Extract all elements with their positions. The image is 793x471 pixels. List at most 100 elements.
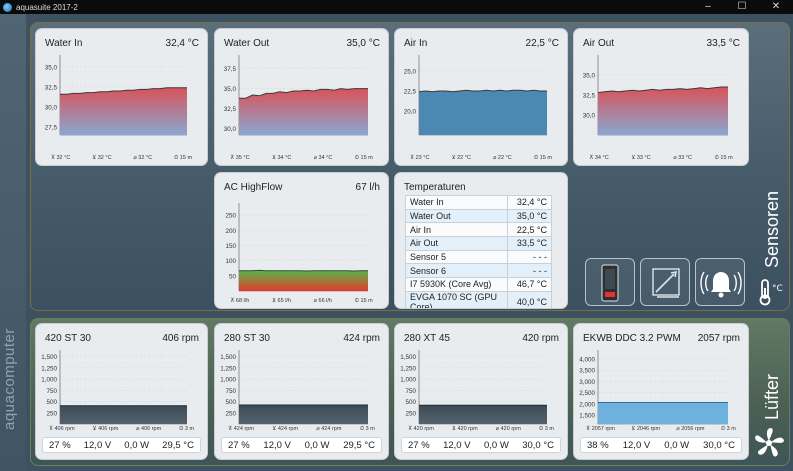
stat-avg: ⌀ 22 °C — [493, 155, 512, 161]
cooler-button[interactable] — [585, 258, 635, 306]
sensor-stats: ⊼ 23 °C ⊻ 22 °C ⌀ 22 °C ⏲ 15 m — [399, 155, 563, 163]
stat-range: ⏲ 15 m — [354, 155, 373, 161]
stat-max: ⊼ 420 rpm — [408, 426, 434, 432]
temperature-row: Water Out 35,0 °C — [405, 208, 552, 224]
temperature-value: 35,0 °C — [507, 208, 552, 224]
series-line — [418, 89, 547, 93]
y-tick-label: 1,250 — [400, 365, 416, 372]
fan-voltage: 12,0 V — [622, 439, 651, 451]
temperature-row: Air In 22,5 °C — [405, 222, 552, 238]
sensor-chart: 25,0 22,5 20,0 — [395, 55, 567, 139]
fan-voltage: 12,0 V — [83, 439, 112, 451]
series-line — [239, 88, 368, 99]
y-tick-label: 100 — [225, 258, 236, 265]
stat-range: ⏲ 3 m — [179, 426, 195, 432]
fan-panel-420-st-30[interactable]: 420 ST 30 406 rpm 1,500 1,250 1,000 750 500 25… — [35, 323, 208, 460]
stat-min: ⊻ 65 l/h — [272, 298, 292, 304]
fan-voltage: 12,0 V — [263, 439, 291, 451]
stat-avg: ⌀ 33 °C — [673, 155, 692, 161]
fan-rpm: 406 rpm — [162, 333, 199, 344]
fan-name: 280 ST 30 — [224, 333, 270, 344]
fan-name: 280 XT 45 — [404, 333, 450, 344]
fan-power-percent: 27 % — [408, 439, 430, 451]
fan-temperature: 30,0 °C — [703, 439, 735, 451]
series-area — [239, 405, 368, 424]
stat-min: ⊻ 33 °C — [631, 155, 651, 161]
fan-panel-280-xt-45[interactable]: 280 XT 45 420 rpm 1,500 1,250 1,000 750 500 25… — [394, 323, 568, 460]
temperature-label: Sensor 6 — [405, 263, 508, 279]
sensor-panel-air-in[interactable]: Air In 22,5 °C 25,0 22,5 20,0 ⊼ 23 °C ⊻ 22 °… — [394, 28, 568, 166]
sensor-panel-water-out[interactable]: Water Out 35,0 °C 37,5 35,0 32,5 30,0 ⊼ 35 °… — [214, 28, 389, 166]
fan-footer: 38 % 12,0 V 0,0 W 30,0 °C — [580, 437, 742, 453]
y-tick-label: 1,250 — [41, 365, 57, 372]
fan-watts: 0,0 W — [124, 439, 150, 451]
series-area — [239, 88, 368, 135]
sensor-panel-water-in[interactable]: Water In 32,4 °C 35,0 32,5 30,0 27,5 ⊼ 32 °C… — [35, 28, 208, 166]
y-tick-label: 500 — [225, 399, 236, 406]
fan-chart: 1,500 1,250 1,000 750 500 250 — [36, 350, 207, 428]
fan-power-percent: 38 % — [587, 439, 609, 451]
series-area — [598, 87, 728, 135]
y-tick-label: 32,5 — [583, 93, 596, 100]
y-tick-label: 20,0 — [404, 109, 417, 116]
stat-max: ⊼ 2057 rpm — [586, 426, 615, 432]
temperature-value: - - - — [507, 249, 552, 265]
fan-temperature: 30,0 °C — [522, 439, 554, 451]
stat-max: ⊼ 23 °C — [410, 155, 430, 161]
y-tick-label: 150 — [225, 243, 236, 250]
thermometer-icon: °C — [759, 279, 783, 306]
stat-avg: ⌀ 34 °C — [313, 155, 333, 161]
close-button[interactable]: ✕ — [771, 1, 781, 12]
y-tick-label: 250 — [225, 213, 236, 220]
fan-stats: ⊼ 420 rpm ⊻ 420 rpm ⌀ 420 rpm ⏲ 3 m — [399, 426, 563, 434]
maximize-button[interactable]: ☐ — [737, 1, 747, 12]
temperature-row: Sensor 6- - - — [405, 263, 552, 279]
temperature-value: 46,7 °C — [507, 277, 552, 292]
stat-avg: ⌀ 2056 rpm — [676, 426, 705, 432]
y-tick-label: 750 — [46, 388, 57, 395]
sensor-stats: ⊼ 34 °C ⊻ 33 °C ⌀ 33 °C ⏲ 15 m — [578, 155, 744, 163]
fan-watts: 0,0 W — [304, 439, 330, 451]
fan-power-percent: 27 % — [228, 439, 250, 451]
sensors-group-title: Sensoren — [762, 190, 782, 268]
series-line — [239, 269, 368, 272]
fan-stats: ⊼ 424 rpm ⊻ 424 rpm ⌀ 424 rpm ⏲ 3 m — [219, 426, 384, 434]
fan-stats: ⊼ 406 rpm ⊻ 406 rpm ⌀ 406 rpm ⏲ 3 m — [40, 426, 203, 434]
y-tick-label: 750 — [225, 388, 236, 395]
tool-button[interactable] — [640, 258, 690, 306]
series-area — [60, 87, 187, 135]
series-area — [60, 405, 187, 424]
sensor-panel-air-out[interactable]: Air Out 33,5 °C 35,0 32,5 30,0 ⊼ 34 °C ⊻ 33 … — [573, 28, 749, 166]
fan-panel-280-st-30[interactable]: 280 ST 30 424 rpm 1,500 1,250 1,000 750 500 25… — [214, 323, 389, 460]
y-tick-label: 4,000 — [579, 356, 595, 363]
stat-max: ⊼ 68 l/h — [230, 298, 250, 304]
stat-min: ⊻ 22 °C — [451, 155, 471, 161]
minimize-button[interactable]: – — [705, 1, 711, 12]
alarm-bell-icon — [700, 271, 742, 298]
temperature-row: I7 5930K (Core Avg) 46,7 °C — [405, 277, 552, 292]
stat-range: ⏲ 3 m — [720, 426, 736, 432]
flow-value: 67 l/h — [355, 182, 380, 193]
temperature-value: 40,0 °C — [507, 290, 552, 308]
flow-panel-ac-highflow[interactable]: AC HighFlow 67 l/h 250 200 150 100 50 ⊼ 68 l/… — [214, 172, 389, 309]
stat-min: ⊻ 420 rpm — [451, 426, 478, 432]
sensor-chart: 37,5 35,0 32,5 30,0 — [215, 55, 388, 139]
fan-voltage: 12,0 V — [443, 439, 471, 451]
y-tick-label: 1,500 — [579, 413, 595, 420]
y-tick-label: 27,5 — [45, 125, 58, 132]
temperatures-table: Water In 32,4 °C Water Out 35,0 °C Air In 22,… — [405, 195, 552, 308]
y-tick-label: 25,0 — [404, 69, 417, 76]
stat-range: ⏲ 3 m — [359, 426, 375, 432]
temperatures-panel: Temperaturen Water In 32,4 °C Water Out 35,… — [394, 172, 568, 309]
sensor-value: 35,0 °C — [346, 38, 380, 49]
alarm-button[interactable] — [695, 258, 745, 306]
stat-range: ⏲ 3 m — [538, 426, 554, 432]
temperature-row: Water In 32,4 °C — [405, 195, 552, 210]
fan-panel-ekwb-ddc-pump[interactable]: EKWB DDC 3.2 PWM 2057 rpm 4,000 3,500 3,000… — [573, 323, 749, 460]
temperature-row: EVGA 1070 SC (GPU Core) 40,0 °C — [405, 290, 552, 308]
y-tick-label: 2,000 — [579, 401, 595, 408]
temperature-row: Air Out 33,5 °C — [405, 236, 552, 251]
stat-range: ⏲ 15 m — [173, 155, 193, 161]
fan-temperature: 29,5 °C — [162, 439, 194, 451]
fan-footer: 27 % 12,0 V 0,0 W 29,5 °C — [42, 437, 201, 453]
